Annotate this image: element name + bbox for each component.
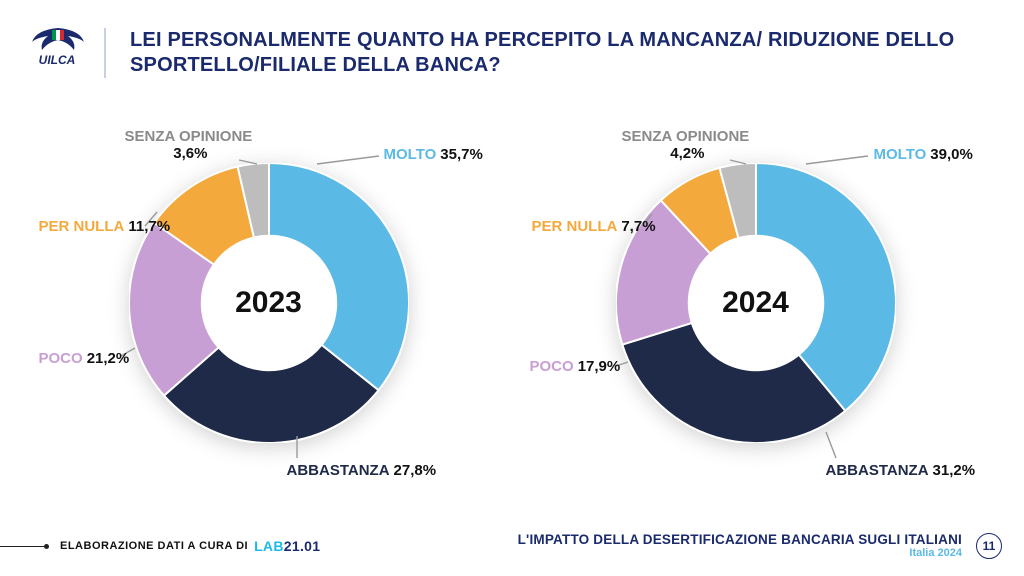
- lab-text-part1: LAB: [254, 538, 284, 554]
- slice-label: PER NULLA11,7%: [39, 218, 171, 235]
- slice-category: SENZA OPINIONE: [622, 128, 750, 145]
- slice-value: 35,7%: [440, 146, 483, 163]
- slice-category: PER NULLA: [39, 218, 125, 235]
- slice-category: ABBASTANZA: [826, 462, 929, 479]
- footer-title-block: L'IMPATTO DELLA DESERTIFICAZIONE BANCARI…: [518, 533, 962, 560]
- lab-text-part2: 21.01: [284, 538, 321, 554]
- slice-value: 17,9%: [578, 358, 621, 375]
- page-title: LEI PERSONALMENTE QUANTO HA PERCEPITO LA…: [130, 28, 984, 78]
- donut-chart-2023: 2023 MOLTO35,7% ABBASTANZA27,8% POCO21,2% PE…: [39, 118, 499, 488]
- slice-label: PER NULLA7,7%: [532, 218, 656, 235]
- slice-value: 4,2%: [670, 145, 704, 162]
- slice-label: ABBASTANZA31,2%: [826, 462, 976, 479]
- slice-label: ABBASTANZA27,8%: [287, 462, 437, 479]
- donut-center-label: 2024: [722, 286, 789, 320]
- slice-category: ABBASTANZA: [287, 462, 390, 479]
- slice-category: POCO: [39, 350, 83, 367]
- footer-subtitle: Italia 2024: [518, 547, 962, 559]
- slice-category: MOLTO: [384, 146, 437, 163]
- slice-value: 31,2%: [933, 462, 976, 479]
- footer-title: L'IMPATTO DELLA DESERTIFICAZIONE BANCARI…: [518, 533, 962, 548]
- header: UILCA LEI PERSONALMENTE QUANTO HA PERCEP…: [0, 0, 1024, 88]
- uilca-logo: UILCA: [28, 28, 86, 68]
- slice-label: POCO21,2%: [39, 350, 130, 367]
- slice-label: MOLTO39,0%: [874, 146, 973, 163]
- slice-value: 11,7%: [128, 218, 170, 235]
- slice-label: POCO17,9%: [530, 358, 621, 375]
- elaboration-label: ELABORAZIONE DATI A CURA DI: [60, 540, 248, 552]
- donut-center-label: 2023: [235, 286, 302, 320]
- title-divider: [104, 28, 106, 78]
- footer-left: ELABORAZIONE DATI A CURA DI LAB21.01: [0, 538, 320, 554]
- slice-category: PER NULLA: [532, 218, 618, 235]
- slice-label: SENZA OPINIONE3,6%: [125, 128, 253, 162]
- footer-rule-icon: [0, 546, 46, 547]
- donut-chart-2024: 2024 MOLTO39,0% ABBASTANZA31,2% POCO17,9% PE…: [526, 118, 986, 488]
- slice-category: POCO: [530, 358, 574, 375]
- slice-label: SENZA OPINIONE4,2%: [622, 128, 750, 162]
- slice-value: 7,7%: [621, 218, 655, 235]
- page-number: 11: [976, 533, 1002, 559]
- svg-text:UILCA: UILCA: [39, 53, 76, 67]
- charts-container: 2023MOLTO35,7%ABBASTANZA27,8%POCO21,2%PE…: [0, 88, 1024, 488]
- slice-category: SENZA OPINIONE: [125, 128, 253, 145]
- slice-value: 27,8%: [394, 462, 437, 479]
- slice-value: 21,2%: [87, 350, 130, 367]
- lab-brand: LAB21.01: [254, 538, 320, 554]
- footer-right: L'IMPATTO DELLA DESERTIFICAZIONE BANCARI…: [518, 533, 1002, 560]
- slice-category: MOLTO: [874, 146, 927, 163]
- footer: ELABORAZIONE DATI A CURA DI LAB21.01 L'I…: [0, 528, 1024, 576]
- slice-value: 39,0%: [930, 146, 973, 163]
- slice-value: 3,6%: [173, 145, 207, 162]
- slice-label: MOLTO35,7%: [384, 146, 483, 163]
